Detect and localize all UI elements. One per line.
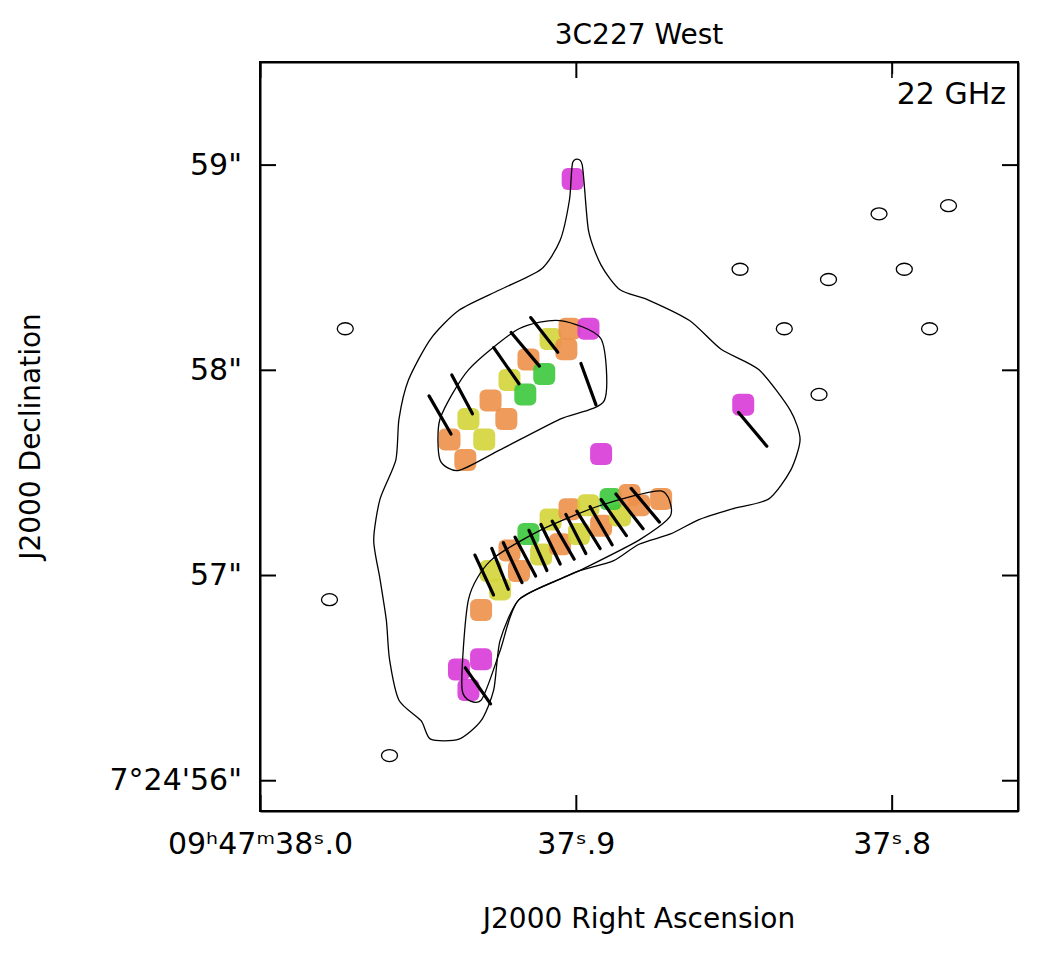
contour-island [871,208,887,220]
axis-line [260,63,262,812]
tick: 57" [190,557,276,592]
pol-vector [531,318,558,353]
frame [260,62,1018,811]
contour-island [381,750,397,762]
contour-island [896,263,912,275]
tick: 7°24'56" [110,762,276,797]
pol-cell [470,648,492,670]
plot-area [321,159,956,762]
tick [1002,575,1018,576]
contour [374,159,800,741]
tick-mark [575,795,577,811]
contour-island [821,274,837,286]
tick: 59" [190,147,276,182]
pol-vector [494,348,519,384]
pol-vector [581,363,596,404]
contour-island [811,388,827,400]
tick-label: 7°24'56" [110,762,242,797]
pol-cell [473,429,495,451]
y-axis-title: J2000 Declination [14,313,47,562]
tick-mark [891,795,893,811]
pol-vector [452,375,473,414]
x-axis-title: J2000 Right Ascension [481,902,795,935]
pol-vectors [429,318,767,704]
tick: 37ˢ.8 [853,795,931,861]
tick: 37ˢ.9 [537,795,615,861]
tick-mark [260,369,276,371]
pol-cell [732,394,754,416]
tick-mark [260,780,276,782]
pol-cell [517,523,539,545]
contour-island [337,323,353,335]
tick-label: 37ˢ.9 [537,826,615,861]
pol-vector [429,396,451,434]
annotation: 22 GHz [897,76,1006,111]
contour [462,491,672,702]
pol-cell [562,168,584,190]
pol-cell [514,383,536,405]
tick-mark [1002,369,1018,371]
tick [892,62,893,78]
contour-island [922,323,938,335]
axis-line [1018,63,1020,812]
title: 3C227 West [555,18,724,51]
axis-line [261,62,1019,64]
pol-cell [533,363,555,385]
contour-island [321,594,337,606]
tick [576,62,577,78]
contour [438,320,607,470]
tick-label: 37ˢ.8 [853,826,931,861]
tick [1002,370,1018,371]
contours [374,159,800,741]
tick-label: 59" [190,147,242,182]
tick-mark [575,62,577,78]
tick-mark [1002,780,1018,782]
annotation-bg [893,74,1010,113]
tick-mark [1002,164,1018,166]
pol-vector [511,332,539,366]
x-axis: 09ʰ47ᵐ38ˢ.0 37ˢ.9 37ˢ.8 [168,795,1019,861]
pol-vector [465,668,490,704]
pol-vector [529,530,547,570]
tick-mark [1002,575,1018,577]
pol-cell [457,408,479,430]
pol-cell [590,443,612,465]
tick-mark [260,575,276,577]
pol-vector [492,548,508,589]
pol-cell [555,338,577,360]
tick: 58" [190,352,276,387]
axis-line [261,811,1019,813]
contour-island [776,323,792,335]
pol-vector [475,555,494,595]
tick-label: 09ʰ47ᵐ38ˢ.0 [168,826,353,861]
contour-island [732,263,748,275]
tick-label: 58" [190,352,242,387]
pol-vector [631,488,659,522]
pol-vector [739,412,767,446]
tick-label: 57" [190,557,242,592]
chart: 09ʰ47ᵐ38ˢ.0 37ˢ.9 37ˢ.8 59" 58" 57" 7°24'56" 3C… [0,0,1042,953]
y-axis-right [1002,63,1019,812]
pol-vector [503,543,522,583]
tick [1002,780,1018,781]
pol-cell [470,599,492,621]
tick [1002,165,1018,166]
pol-vector [515,537,536,576]
pol-cell [495,408,517,430]
contour-islands [321,200,956,762]
pol-cell [480,390,502,412]
contour-island [941,200,957,212]
pol-intensity [439,168,755,701]
y-axis: 59" 58" 57" 7°24'56" [110,63,276,812]
tick-mark [260,164,276,166]
